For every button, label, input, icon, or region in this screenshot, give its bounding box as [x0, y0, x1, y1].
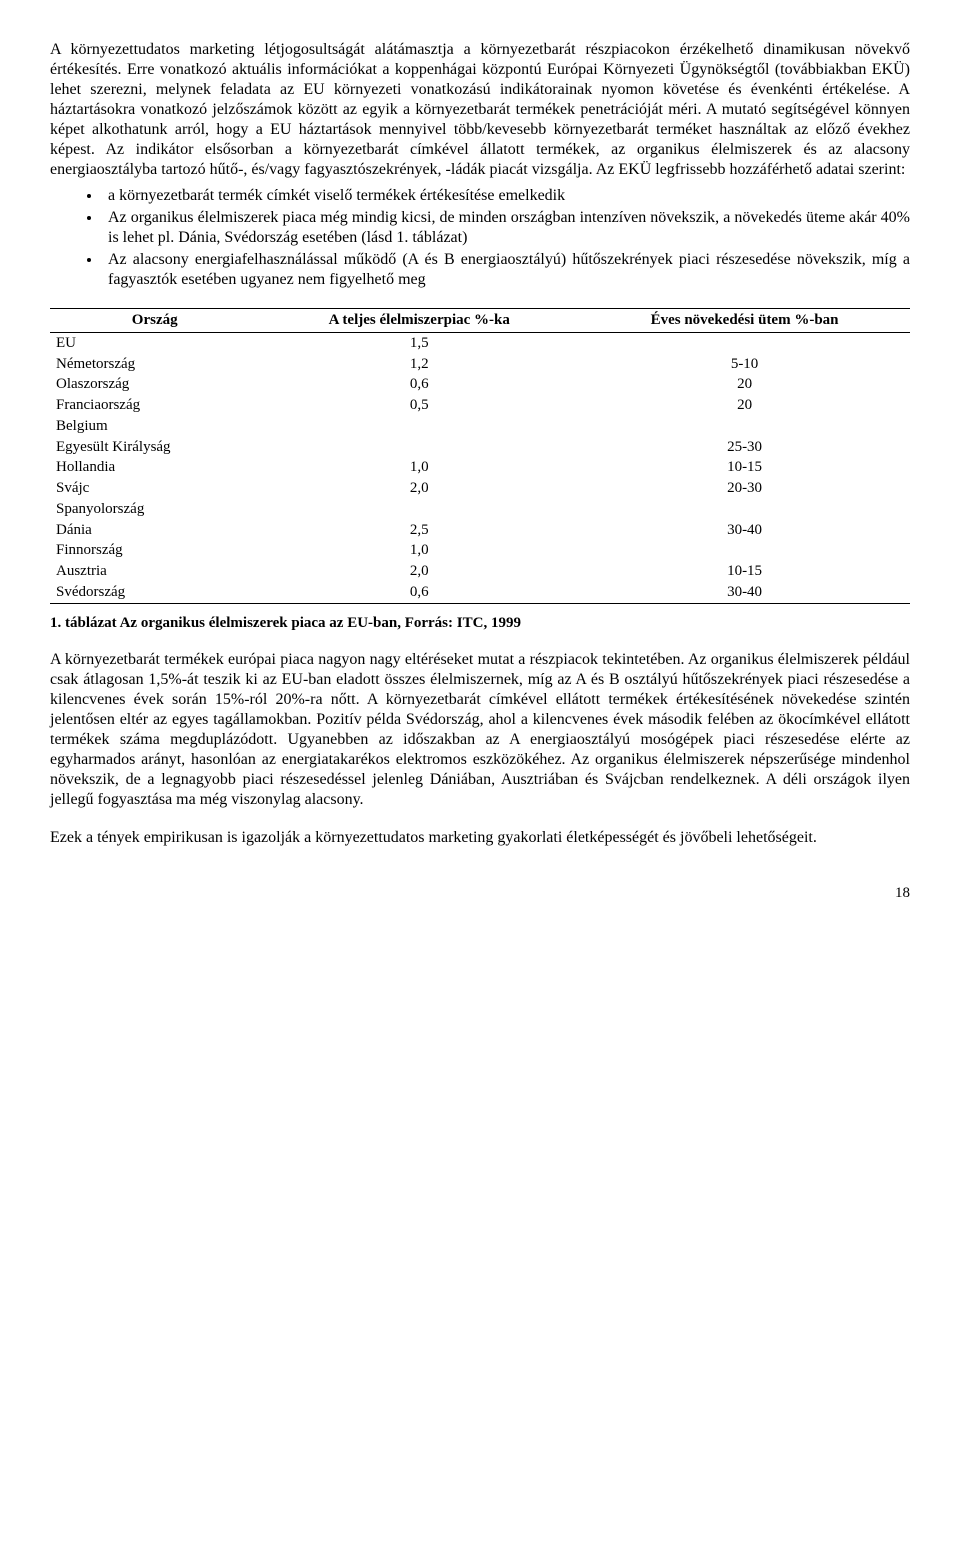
cell-growth: 30-40 [579, 520, 910, 541]
cell-share: 0,5 [259, 395, 579, 416]
cell-country: EU [50, 332, 259, 353]
list-item: Az organikus élelmiszerek piaca még mind… [102, 208, 910, 248]
cell-share: 0,6 [259, 582, 579, 603]
cell-country: Finnország [50, 540, 259, 561]
table-row: Olaszország0,620 [50, 374, 910, 395]
cell-country: Belgium [50, 416, 259, 437]
cell-growth: 10-15 [579, 457, 910, 478]
cell-growth [579, 540, 910, 561]
table-row: Egyesült Királyság 25-30 [50, 437, 910, 458]
cell-share: 1,5 [259, 332, 579, 353]
cell-share [259, 499, 579, 520]
cell-growth: 20 [579, 395, 910, 416]
cell-growth: 30-40 [579, 582, 910, 603]
table-row: Dánia2,530-40 [50, 520, 910, 541]
cell-country: Hollandia [50, 457, 259, 478]
cell-country: Egyesült Királyság [50, 437, 259, 458]
cell-share: 1,0 [259, 540, 579, 561]
bullet-list: a környezetbarát termék címkét viselő te… [50, 186, 910, 290]
cell-country: Svédország [50, 582, 259, 603]
table-caption: 1. táblázat Az organikus élelmiszerek pi… [50, 614, 910, 633]
cell-growth: 20 [579, 374, 910, 395]
col-share: A teljes élelmiszerpiac %-ka [259, 309, 579, 333]
table-row: Ausztria2,010-15 [50, 561, 910, 582]
cell-country: Dánia [50, 520, 259, 541]
cell-share: 2,0 [259, 478, 579, 499]
cell-country: Ausztria [50, 561, 259, 582]
table-row: Franciaország0,520 [50, 395, 910, 416]
table-row: EU1,5 [50, 332, 910, 353]
cell-country: Németország [50, 354, 259, 375]
cell-growth [579, 499, 910, 520]
table-body: EU1,5Németország1,25-10Olaszország0,620F… [50, 332, 910, 603]
cell-share: 1,0 [259, 457, 579, 478]
table-row: Németország1,25-10 [50, 354, 910, 375]
cell-country: Franciaország [50, 395, 259, 416]
table-row: Svédország0,630-40 [50, 582, 910, 603]
cell-country: Svájc [50, 478, 259, 499]
cell-country: Olaszország [50, 374, 259, 395]
cell-share: 1,2 [259, 354, 579, 375]
intro-paragraph: A környezettudatos marketing létjogosult… [50, 40, 910, 180]
table-row: Hollandia1,010-15 [50, 457, 910, 478]
cell-share: 2,0 [259, 561, 579, 582]
cell-growth: 10-15 [579, 561, 910, 582]
cell-share: 0,6 [259, 374, 579, 395]
list-item: a környezetbarát termék címkét viselő te… [102, 186, 910, 206]
cell-growth [579, 416, 910, 437]
table-row: Belgium [50, 416, 910, 437]
cell-growth: 25-30 [579, 437, 910, 458]
cell-share [259, 416, 579, 437]
cell-growth [579, 332, 910, 353]
cell-country: Spanyolország [50, 499, 259, 520]
cell-growth: 20-30 [579, 478, 910, 499]
cell-share: 2,5 [259, 520, 579, 541]
cell-growth: 5-10 [579, 354, 910, 375]
col-growth: Éves növekedési ütem %-ban [579, 309, 910, 333]
table-row: Spanyolország [50, 499, 910, 520]
table-row: Svájc2,020-30 [50, 478, 910, 499]
table-row: Finnország1,0 [50, 540, 910, 561]
list-item: Az alacsony energiafelhasználással működ… [102, 250, 910, 290]
col-country: Ország [50, 309, 259, 333]
page-number: 18 [50, 884, 910, 903]
cell-share [259, 437, 579, 458]
body-paragraph-2: A környezetbarát termékek európai piaca … [50, 650, 910, 810]
organic-food-table: Ország A teljes élelmiszerpiac %-ka Éves… [50, 308, 910, 604]
body-paragraph-3: Ezek a tények empirikusan is igazolják a… [50, 828, 910, 848]
